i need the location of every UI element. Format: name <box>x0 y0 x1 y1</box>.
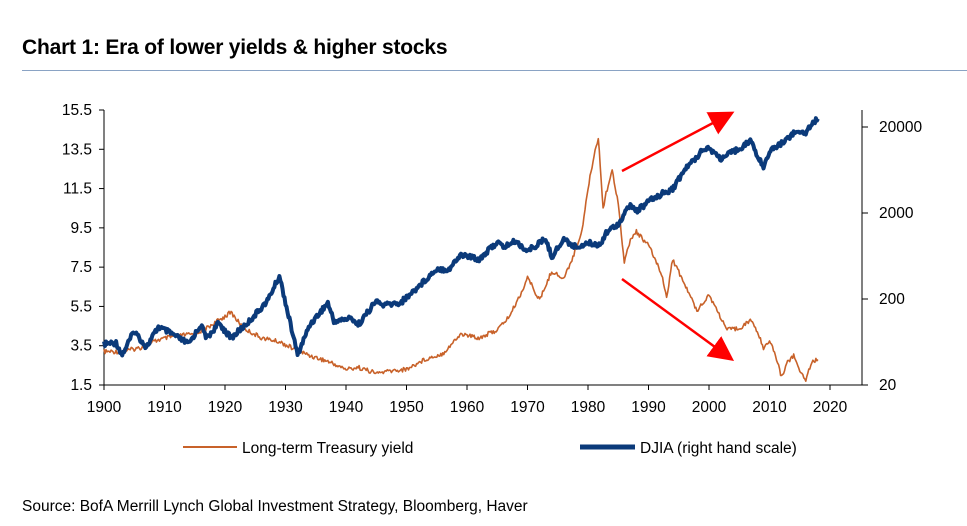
left-axis-tick-label: 15.5 <box>62 102 92 119</box>
x-axis-tick-label: 2010 <box>752 399 787 416</box>
right-axis-tick-label: 2000 <box>879 205 914 222</box>
x-axis-tick-label: 1940 <box>329 399 364 416</box>
left-axis-tick-label: 3.5 <box>70 338 92 355</box>
series-line-djia <box>102 116 820 358</box>
downward-arrow-annotation <box>621 277 735 361</box>
x-axis-tick-label: 2020 <box>813 399 848 416</box>
x-axis-tick-label: 1930 <box>268 399 303 416</box>
x-axis-tick-label: 1970 <box>510 399 545 416</box>
x-axis-tick-label: 1990 <box>631 399 666 416</box>
x-axis-tick-label: 2000 <box>692 399 727 416</box>
x-axis-tick-label: 1910 <box>147 399 182 416</box>
right-axis-tick-label: 20 <box>879 377 897 394</box>
upward-arrow-annotation <box>621 111 735 173</box>
left-axis-tick-label: 13.5 <box>62 141 92 158</box>
left-axis-tick-label: 7.5 <box>70 259 92 276</box>
x-axis-tick-label: 1960 <box>450 399 485 416</box>
left-axis-tick-label: 9.5 <box>70 220 92 237</box>
right-axis-tick-label: 200 <box>879 291 905 308</box>
left-axis-tick-label: 5.5 <box>70 298 92 315</box>
title-divider <box>22 70 967 71</box>
x-axis-tick-label: 1900 <box>87 399 122 416</box>
x-axis-tick-label: 1920 <box>208 399 243 416</box>
legend-label-treasury-yield: Long-term Treasury yield <box>242 440 413 457</box>
left-axis-tick-label: 1.5 <box>70 377 92 394</box>
left-axis-tick-label: 11.5 <box>63 181 92 198</box>
source-note: Source: BofA Merrill Lynch Global Invest… <box>22 498 528 515</box>
series-line-treasury-yield <box>103 137 819 382</box>
right-axis-tick-label: 20000 <box>879 119 922 136</box>
x-axis-tick-label: 1980 <box>571 399 606 416</box>
legend-label-djia: DJIA (right hand scale) <box>640 440 797 457</box>
chart-title: Chart 1: Era of lower yields & higher st… <box>22 36 448 59</box>
x-axis-tick-label: 1950 <box>389 399 424 416</box>
